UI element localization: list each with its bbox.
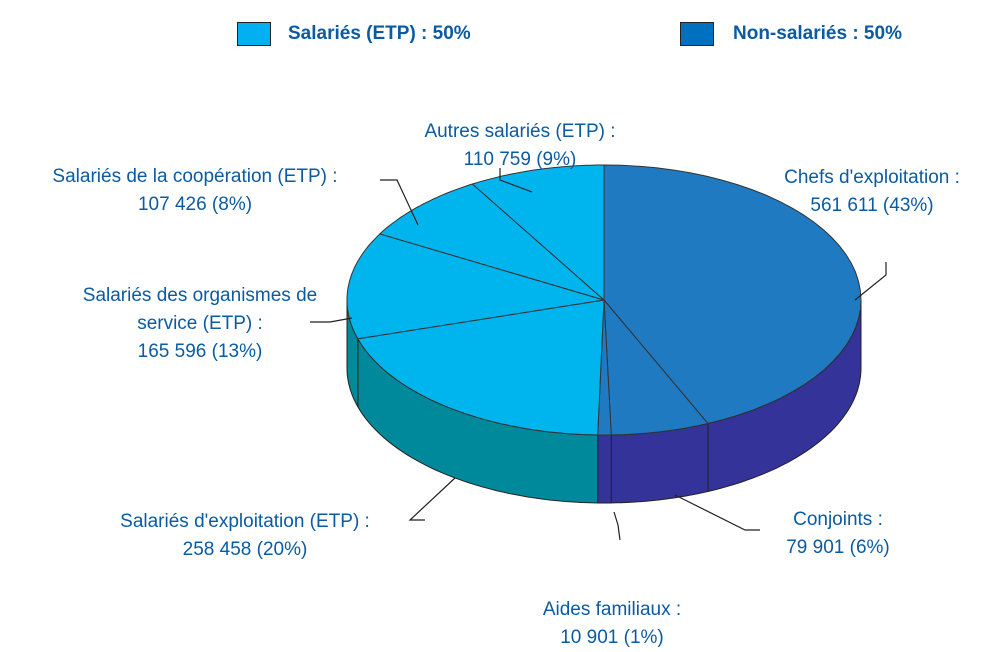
slice-value: 107 426 (8%) [137,194,253,215]
slice-label: Salariés d'exploitation (ETP) : 258 458 (… [120,508,370,564]
leader-line [674,494,760,531]
slice-name: Autres salariés (ETP) : [424,121,616,142]
slice-name: Salariés d'exploitation (ETP) : [120,511,370,532]
slice-name: Aides familiaux : [542,599,682,620]
slice-name: Salariés de la coopération (ETP) : [52,166,338,187]
leader-line [380,179,419,226]
slice-label: Salariés de la coopération (ETP) : 107 42… [52,163,337,219]
legend-label: Salariés (ETP) : 50% [288,23,471,44]
slice-value: 110 759 (9%) [463,149,577,170]
slice [597,299,612,436]
legend-swatch [237,22,271,46]
slice [603,298,709,436]
slice-label: Chefs d'exploitation : 561 611 (43%) [784,164,960,220]
leader-line [854,262,887,301]
slice-side [597,434,612,504]
slice [346,233,605,340]
leader-line [613,511,621,541]
slice [603,164,862,425]
slice-value: 258 458 (20%) [182,539,308,560]
leader-line [499,168,533,193]
slice-label: Aides familiaux : 10 901 (1%) [543,596,681,652]
slice-name: Chefs d'exploitation : [784,167,960,188]
slice-label: Salariés des organismes de service (ETP)… [65,282,335,366]
slice [378,183,605,301]
slice-name: Conjoints : [793,509,883,530]
legend-swatch [680,22,714,46]
slice-value: 561 611 (43%) [810,195,934,216]
leader-line [408,477,456,521]
slice-value: 10 901 (1%) [560,627,664,648]
slice-side [610,422,709,504]
slice [471,164,605,302]
leader-line [310,317,353,323]
slice-value: 79 901 (6%) [786,537,890,558]
slice-label: Conjoints : 79 901 (6%) [786,506,890,562]
slice [357,299,605,436]
slice-value: 165 596 (13%) [137,341,263,362]
slice-name: Salariés des organismes de service (ETP)… [82,285,318,334]
slice-label: Autres salariés (ETP) : 110 759 (9%) [424,118,615,174]
legend-label: Non-salariés : 50% [733,23,902,44]
